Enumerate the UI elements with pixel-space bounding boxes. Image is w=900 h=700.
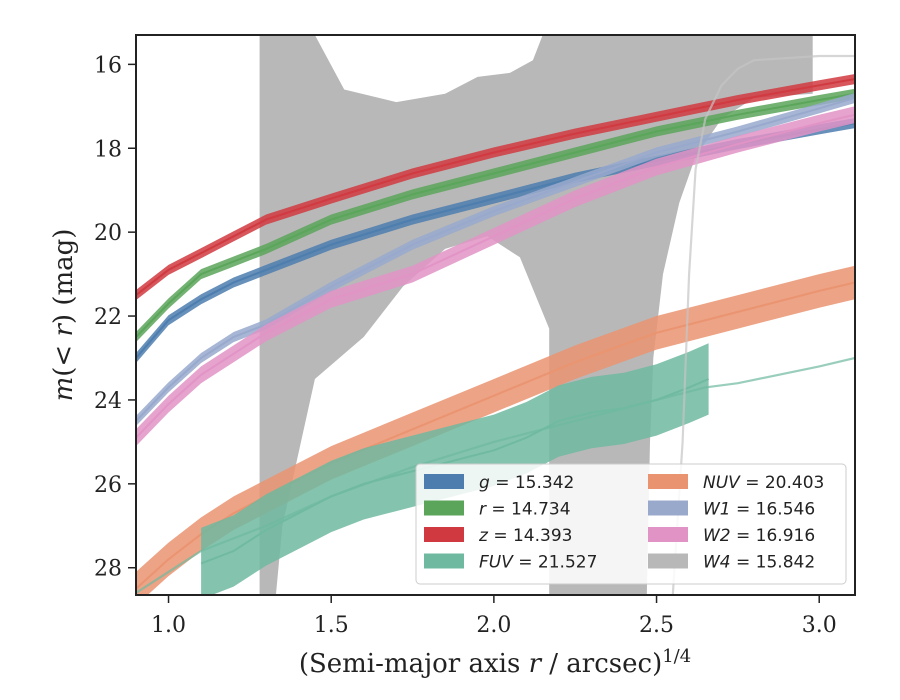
series-r-line	[136, 92, 855, 338]
x-tick-label: 3.0	[802, 613, 837, 638]
legend-swatch	[424, 553, 464, 569]
legend-box	[415, 463, 847, 585]
y-tick-label: 28	[94, 557, 122, 582]
series-w4-line	[671, 54, 855, 595]
legend-label: r = 14.734	[479, 500, 571, 520]
y-tick-label: 26	[94, 473, 122, 498]
legend-swatch	[648, 553, 688, 569]
series-w2-line	[136, 113, 855, 439]
legend-swatch	[648, 527, 688, 542]
legend-label: g = 15.342	[479, 473, 574, 493]
x-tick-label: 1.5	[314, 613, 349, 638]
series-w1-line	[136, 96, 855, 422]
x-axis-label: (Semi-major axis r / arcsec)1/4	[299, 646, 691, 679]
x-axis: 1.0 1.5 2.0 2.5 3.0	[151, 595, 837, 638]
series-nuv-band	[136, 265, 855, 595]
plot-frame	[135, 34, 856, 596]
series-fuv-line	[200, 378, 709, 565]
y-tick-label: 16	[94, 53, 122, 78]
legend-label: FUV = 21.527	[479, 553, 597, 573]
legend-label: W4 = 15.842	[703, 553, 815, 573]
y-tick-label: 24	[94, 389, 122, 414]
legend-label: z = 14.393	[478, 526, 572, 546]
y-tick-label: 18	[94, 137, 122, 162]
legend-swatch	[424, 474, 464, 489]
series-z-band	[136, 74, 855, 301]
legend-label: W1 = 16.546	[703, 500, 815, 520]
y-axis: 16 18 20 22 24 26 28	[94, 53, 136, 582]
series-w2-band	[136, 106, 855, 447]
legend: g = 15.342 r = 14.734 z = 14.393 FUV = 21.5…	[415, 463, 847, 585]
x-tick-label: 2.5	[639, 613, 674, 638]
legend-swatch	[424, 500, 464, 516]
legend-swatch	[424, 527, 464, 542]
legend-label: W2 = 16.916	[703, 526, 815, 546]
legend-swatch	[648, 500, 688, 516]
x-tick-label: 1.0	[151, 613, 186, 638]
y-tick-label: 22	[94, 305, 122, 330]
x-tick-label: 2.0	[476, 613, 511, 638]
legend-label: NUV = 20.403	[703, 473, 824, 493]
series-z-line	[136, 78, 855, 296]
y-tick-label: 20	[94, 221, 122, 246]
legend-swatch	[648, 474, 688, 489]
y-axis-label: m(< r) (mag)	[49, 229, 79, 402]
